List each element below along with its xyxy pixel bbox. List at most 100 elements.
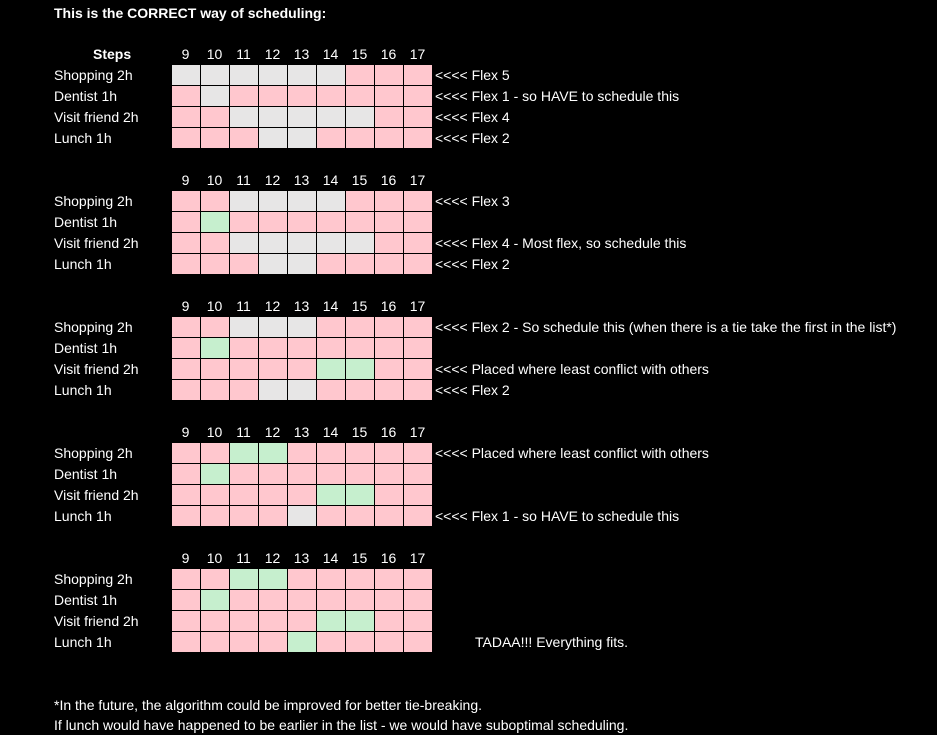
conflict-slot-cell[interactable] [404, 569, 433, 590]
available-slot-cell[interactable] [317, 191, 346, 212]
conflict-slot-cell[interactable] [375, 380, 404, 401]
conflict-slot-cell[interactable] [230, 485, 259, 506]
scheduled-slot-cell[interactable] [288, 632, 317, 653]
conflict-slot-cell[interactable] [230, 611, 259, 632]
conflict-slot-cell[interactable] [375, 338, 404, 359]
conflict-slot-cell[interactable] [288, 464, 317, 485]
conflict-slot-cell[interactable] [404, 611, 433, 632]
conflict-slot-cell[interactable] [375, 107, 404, 128]
conflict-slot-cell[interactable] [375, 611, 404, 632]
available-slot-cell[interactable] [201, 65, 230, 86]
conflict-slot-cell[interactable] [288, 443, 317, 464]
available-slot-cell[interactable] [259, 65, 288, 86]
conflict-slot-cell[interactable] [375, 464, 404, 485]
conflict-slot-cell[interactable] [404, 128, 433, 149]
conflict-slot-cell[interactable] [404, 317, 433, 338]
scheduled-slot-cell[interactable] [346, 359, 375, 380]
conflict-slot-cell[interactable] [346, 590, 375, 611]
available-slot-cell[interactable] [346, 107, 375, 128]
available-slot-cell[interactable] [288, 254, 317, 275]
conflict-slot-cell[interactable] [317, 317, 346, 338]
scheduled-slot-cell[interactable] [259, 569, 288, 590]
conflict-slot-cell[interactable] [201, 107, 230, 128]
conflict-slot-cell[interactable] [288, 590, 317, 611]
conflict-slot-cell[interactable] [172, 254, 201, 275]
conflict-slot-cell[interactable] [404, 464, 433, 485]
conflict-slot-cell[interactable] [317, 632, 346, 653]
conflict-slot-cell[interactable] [375, 569, 404, 590]
scheduled-slot-cell[interactable] [346, 611, 375, 632]
conflict-slot-cell[interactable] [346, 464, 375, 485]
available-slot-cell[interactable] [288, 107, 317, 128]
conflict-slot-cell[interactable] [375, 359, 404, 380]
conflict-slot-cell[interactable] [346, 380, 375, 401]
available-slot-cell[interactable] [317, 107, 346, 128]
conflict-slot-cell[interactable] [230, 86, 259, 107]
conflict-slot-cell[interactable] [201, 254, 230, 275]
conflict-slot-cell[interactable] [346, 443, 375, 464]
conflict-slot-cell[interactable] [317, 254, 346, 275]
conflict-slot-cell[interactable] [375, 86, 404, 107]
conflict-slot-cell[interactable] [230, 464, 259, 485]
scheduled-slot-cell[interactable] [230, 443, 259, 464]
conflict-slot-cell[interactable] [259, 86, 288, 107]
conflict-slot-cell[interactable] [404, 254, 433, 275]
conflict-slot-cell[interactable] [375, 191, 404, 212]
conflict-slot-cell[interactable] [259, 359, 288, 380]
scheduled-slot-cell[interactable] [201, 590, 230, 611]
conflict-slot-cell[interactable] [346, 338, 375, 359]
conflict-slot-cell[interactable] [404, 380, 433, 401]
conflict-slot-cell[interactable] [172, 611, 201, 632]
available-slot-cell[interactable] [259, 128, 288, 149]
conflict-slot-cell[interactable] [346, 632, 375, 653]
conflict-slot-cell[interactable] [172, 380, 201, 401]
conflict-slot-cell[interactable] [404, 485, 433, 506]
conflict-slot-cell[interactable] [404, 86, 433, 107]
conflict-slot-cell[interactable] [201, 380, 230, 401]
conflict-slot-cell[interactable] [317, 506, 346, 527]
conflict-slot-cell[interactable] [230, 254, 259, 275]
available-slot-cell[interactable] [230, 233, 259, 254]
conflict-slot-cell[interactable] [172, 317, 201, 338]
conflict-slot-cell[interactable] [346, 317, 375, 338]
conflict-slot-cell[interactable] [317, 380, 346, 401]
conflict-slot-cell[interactable] [317, 590, 346, 611]
conflict-slot-cell[interactable] [172, 107, 201, 128]
available-slot-cell[interactable] [259, 107, 288, 128]
conflict-slot-cell[interactable] [172, 86, 201, 107]
conflict-slot-cell[interactable] [201, 191, 230, 212]
conflict-slot-cell[interactable] [317, 212, 346, 233]
conflict-slot-cell[interactable] [172, 569, 201, 590]
conflict-slot-cell[interactable] [230, 380, 259, 401]
conflict-slot-cell[interactable] [259, 464, 288, 485]
available-slot-cell[interactable] [288, 380, 317, 401]
conflict-slot-cell[interactable] [230, 590, 259, 611]
conflict-slot-cell[interactable] [346, 191, 375, 212]
conflict-slot-cell[interactable] [375, 65, 404, 86]
conflict-slot-cell[interactable] [317, 464, 346, 485]
conflict-slot-cell[interactable] [230, 212, 259, 233]
available-slot-cell[interactable] [259, 191, 288, 212]
conflict-slot-cell[interactable] [404, 191, 433, 212]
conflict-slot-cell[interactable] [404, 65, 433, 86]
conflict-slot-cell[interactable] [201, 317, 230, 338]
conflict-slot-cell[interactable] [259, 506, 288, 527]
conflict-slot-cell[interactable] [172, 128, 201, 149]
conflict-slot-cell[interactable] [375, 506, 404, 527]
conflict-slot-cell[interactable] [404, 107, 433, 128]
conflict-slot-cell[interactable] [288, 212, 317, 233]
conflict-slot-cell[interactable] [172, 590, 201, 611]
conflict-slot-cell[interactable] [172, 506, 201, 527]
conflict-slot-cell[interactable] [288, 611, 317, 632]
conflict-slot-cell[interactable] [317, 128, 346, 149]
conflict-slot-cell[interactable] [346, 86, 375, 107]
conflict-slot-cell[interactable] [288, 569, 317, 590]
available-slot-cell[interactable] [230, 107, 259, 128]
conflict-slot-cell[interactable] [230, 506, 259, 527]
conflict-slot-cell[interactable] [317, 338, 346, 359]
conflict-slot-cell[interactable] [201, 128, 230, 149]
conflict-slot-cell[interactable] [259, 590, 288, 611]
conflict-slot-cell[interactable] [375, 590, 404, 611]
available-slot-cell[interactable] [288, 506, 317, 527]
conflict-slot-cell[interactable] [404, 359, 433, 380]
